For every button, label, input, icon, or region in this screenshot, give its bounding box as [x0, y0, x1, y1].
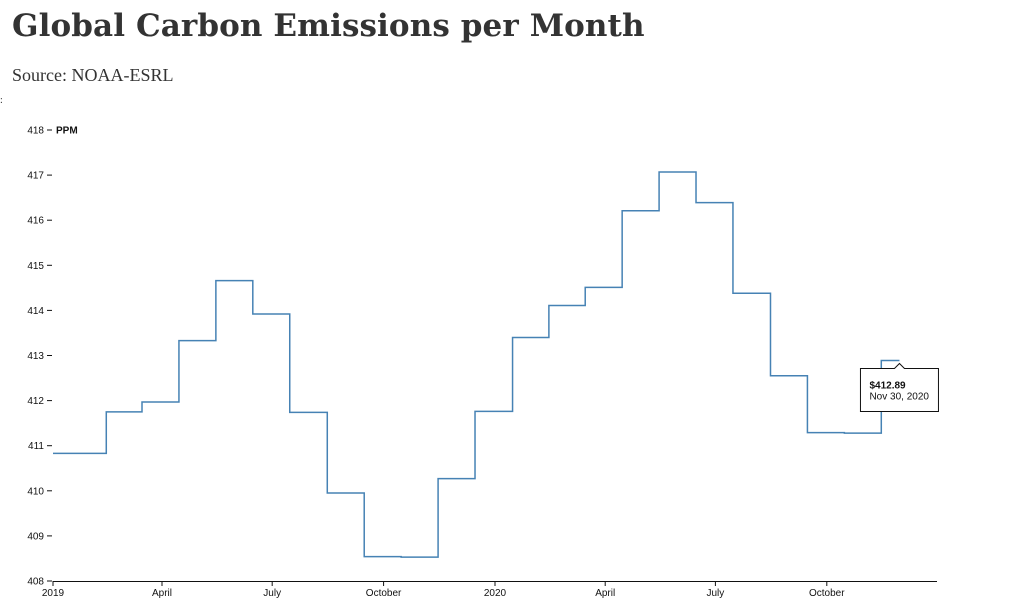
x-tick-label: April — [595, 588, 615, 599]
tooltip-box — [859, 362, 939, 412]
data-point[interactable] — [787, 373, 792, 378]
x-tick-label: October — [809, 588, 845, 599]
data-point[interactable] — [380, 554, 385, 559]
data-point[interactable] — [417, 555, 422, 560]
y-axis-unit-label: PPM — [56, 126, 78, 137]
x-tick-label: 2019 — [42, 588, 65, 599]
y-tick-label: 418 — [27, 126, 44, 137]
x-tick-label: July — [706, 588, 724, 599]
chart-source: Source: NOAA-ESRL — [12, 65, 174, 86]
x-tick-label: October — [366, 588, 402, 599]
data-point[interactable] — [638, 208, 643, 213]
x-tick-label: 2020 — [484, 588, 507, 599]
left-edge-mark: : — [0, 95, 3, 106]
data-point[interactable] — [897, 358, 902, 363]
data-point[interactable] — [564, 303, 569, 308]
data-point[interactable] — [529, 335, 534, 340]
y-tick-label: 408 — [27, 577, 44, 588]
data-point[interactable] — [712, 200, 717, 205]
data-point[interactable] — [491, 409, 496, 414]
data-point[interactable] — [87, 451, 92, 456]
data-point[interactable] — [344, 491, 349, 496]
x-axis: 2019 April July October 2020 April July October — [42, 581, 937, 599]
data-point[interactable] — [268, 312, 273, 317]
chart-header: Global Carbon Emissions per Month Source… — [12, 8, 992, 86]
x-tick-label: April — [152, 588, 172, 599]
data-point[interactable] — [861, 431, 866, 436]
data-point[interactable] — [306, 410, 311, 415]
y-tick-label: 415 — [27, 261, 44, 272]
data-point[interactable] — [121, 409, 126, 414]
data-point[interactable] — [823, 430, 828, 435]
emissions-series-line — [53, 171, 900, 558]
data-point[interactable] — [601, 285, 606, 290]
x-tick-label: July — [263, 588, 281, 599]
y-tick-label: 413 — [27, 351, 44, 362]
chart-title: Global Carbon Emissions per Month — [12, 8, 645, 44]
tooltip-value: $412.89 — [869, 380, 906, 391]
data-point[interactable] — [158, 399, 163, 404]
y-tick-label: 412 — [27, 396, 44, 407]
y-tick-label: 416 — [27, 216, 44, 227]
data-point[interactable] — [195, 338, 200, 343]
y-tick-label: 410 — [27, 486, 44, 497]
y-axis: 408 409 410 411 412 413 414 415 416 417 418 PPM — [27, 126, 77, 588]
data-point[interactable] — [749, 291, 754, 296]
y-tick-label: 417 — [27, 171, 44, 182]
data-point[interactable] — [675, 169, 680, 174]
y-tick-label: 414 — [27, 306, 44, 317]
data-point[interactable] — [51, 451, 56, 456]
y-tick-label: 409 — [27, 531, 44, 542]
data-point[interactable] — [232, 278, 237, 283]
data-point[interactable] — [454, 476, 459, 481]
tooltip: $412.89 Nov 30, 2020 — [859, 362, 939, 412]
y-tick-label: 411 — [28, 441, 44, 452]
tooltip-date: Nov 30, 2020 — [869, 391, 929, 402]
